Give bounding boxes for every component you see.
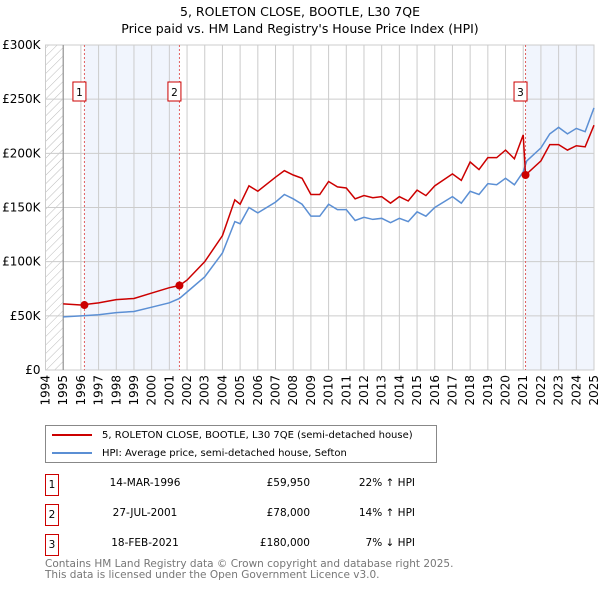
sale-price: £180,000 (259, 537, 310, 549)
x-tick-label: 2024 (569, 375, 583, 406)
x-tick-label: 2012 (357, 375, 371, 406)
x-tick-label: 2021 (516, 375, 530, 406)
sale-date: 18-FEB-2021 (111, 537, 179, 549)
x-tick-label: 2001 (162, 375, 176, 406)
legend-label: 5, ROLETON CLOSE, BOOTLE, L30 7QE (semi-… (102, 429, 413, 441)
x-tick-label: 2004 (215, 375, 229, 406)
chart-subtitle: Price paid vs. HM Land Registry's House … (121, 21, 479, 36)
footer: Contains HM Land Registry data © Crown c… (45, 559, 453, 581)
x-tick-label: 2023 (552, 375, 566, 406)
series-line (63, 107, 595, 318)
line-chart: £0 £50K £100K £150K £200K £250K £300K 1994 1995 1… (2, 38, 600, 406)
legend-item-property: 5, ROLETON CLOSE, BOOTLE, L30 7QE (semi-… (52, 427, 413, 443)
y-tick-label: £100K (2, 255, 42, 269)
sale-label-box (167, 81, 182, 102)
sale-price: £78,000 (266, 507, 310, 519)
x-tick-label: 2013 (375, 375, 389, 406)
sale-hpi-diff: 14% ↑ HPI (358, 507, 415, 519)
x-tick-label: 2020 (499, 375, 513, 406)
sale-hpi-diff: 7% ↓ HPI (365, 537, 415, 549)
legend-item-hpi: HPI: Average price, semi-detached house,… (52, 445, 347, 461)
x-tick-label: 2017 (445, 375, 459, 406)
footer-licence: This data is licensed under the Open Gov… (45, 569, 380, 581)
series-line (63, 124, 595, 306)
x-tick-label: 2006 (251, 375, 265, 406)
legend-swatch (52, 434, 92, 436)
footer-copyright: Contains HM Land Registry data © Crown c… (45, 558, 454, 570)
legend: 5, ROLETON CLOSE, BOOTLE, L30 7QE (semi-… (45, 425, 437, 463)
sale-point (80, 301, 89, 310)
x-tick-label: 1995 (56, 375, 70, 406)
x-tick-label: 2022 (534, 375, 548, 406)
y-tick-label: £300K (2, 38, 42, 52)
x-tick-label: 2019 (481, 375, 495, 406)
sale-point (521, 171, 530, 179)
x-tick-label: 1998 (109, 375, 123, 406)
y-tick-label: £200K (2, 146, 42, 160)
y-tick-label: £0 (25, 363, 40, 377)
sale-price: £59,950 (266, 477, 310, 489)
x-tick-label: 2018 (463, 375, 477, 406)
sale-marker-label: 2 (45, 504, 59, 526)
sale-point (175, 281, 184, 290)
x-tick-label: 1994 (39, 375, 53, 406)
x-tick-label: 2025 (587, 375, 600, 406)
x-tick-label: 2010 (322, 375, 336, 406)
x-tick-label: 2009 (304, 375, 318, 406)
x-tick-label: 2003 (198, 375, 212, 406)
y-tick-label: £150K (2, 201, 42, 215)
y-tick-label: £50K (10, 309, 42, 323)
x-tick-label: 1996 (74, 375, 88, 406)
x-tick-label: 2008 (286, 375, 300, 406)
sale-label-box (513, 81, 528, 102)
x-tick-label: 2014 (392, 375, 406, 406)
sale-marker-label: 1 (45, 474, 59, 496)
sale-date: 27-JUL-2001 (112, 507, 178, 519)
sale-label-box (72, 81, 87, 102)
x-tick-label: 2002 (180, 375, 194, 406)
x-tick-label: 2000 (145, 375, 159, 406)
x-tick-label: 1997 (92, 375, 106, 406)
legend-label: HPI: Average price, semi-detached house,… (102, 447, 347, 459)
sale-label: 1 (76, 87, 83, 99)
x-tick-label: 2007 (269, 375, 283, 406)
x-tick-label: 2015 (410, 375, 424, 406)
legend-swatch (52, 452, 92, 454)
x-tick-label: 2016 (428, 375, 442, 406)
sale-label: 2 (171, 87, 178, 99)
sale-marker-label: 3 (45, 534, 59, 556)
x-tick-label: 1999 (127, 375, 141, 406)
chart-title: 5, ROLETON CLOSE, BOOTLE, L30 7QE (180, 4, 420, 19)
sale-date: 14-MAR-1996 (109, 477, 181, 489)
x-tick-label: 2005 (233, 375, 247, 406)
sale-hpi-diff: 22% ↑ HPI (358, 477, 415, 489)
y-tick-label: £250K (2, 92, 42, 106)
sale-label: 3 (517, 87, 524, 99)
x-tick-label: 2011 (339, 375, 353, 406)
